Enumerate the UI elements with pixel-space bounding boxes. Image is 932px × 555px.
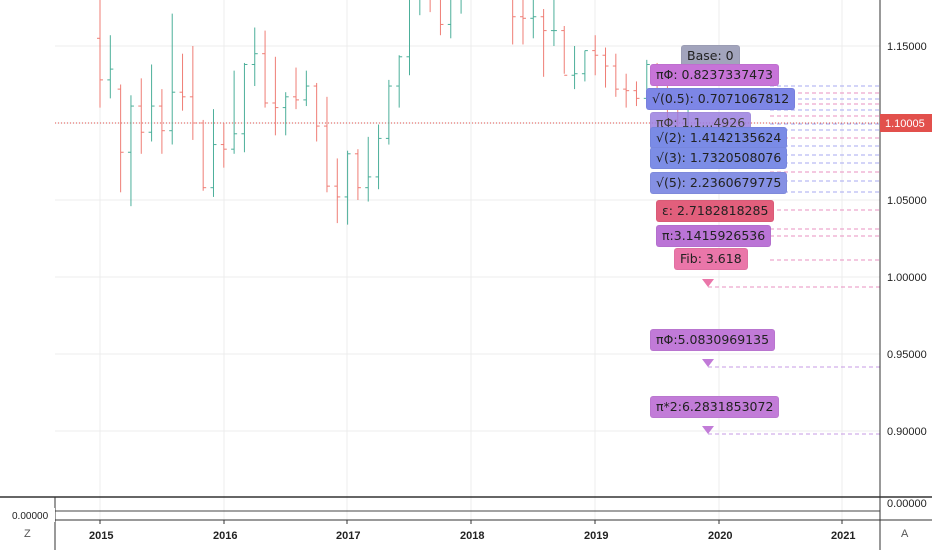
- level-label-sqrt-3[interactable]: √(3): 1.7320508076: [650, 147, 788, 169]
- ohlc-bar: [561, 25, 568, 76]
- indicator-left-label: 0.00000: [12, 511, 49, 522]
- level-label-piphi-1[interactable]: πΦ: 0.8237337473: [650, 64, 780, 86]
- ohlc-bar: [138, 78, 145, 154]
- ohlc-bar: [375, 124, 382, 190]
- ohlc-bar: [439, 0, 444, 36]
- time-axis[interactable]: 2015 2016 2017 2018 2019 2020 2021: [89, 530, 855, 542]
- time-ticks: [99, 520, 843, 524]
- zoom-button[interactable]: Z: [24, 528, 31, 540]
- ohlc-bars: [97, 0, 692, 225]
- ohlc-bar: [592, 35, 599, 76]
- ohlc-bar: [251, 27, 258, 87]
- ohlc-bar: [189, 46, 196, 140]
- current-price-value: 1.10005: [885, 118, 925, 130]
- ohlc-bar: [179, 53, 186, 111]
- ohlc-bar: [354, 149, 361, 200]
- ohlc-bar: [241, 62, 248, 153]
- level-label-piphi-3[interactable]: πΦ:5.0830969135: [650, 329, 776, 351]
- level-label-sqrt-5[interactable]: √(5): 2.2360679775: [650, 172, 788, 194]
- year-label: 2017: [336, 530, 360, 542]
- ohlc-bar: [540, 9, 547, 77]
- ohlc-bar: [272, 56, 279, 136]
- level-label-fib[interactable]: Fib: 3.618: [674, 248, 748, 270]
- ohlc-bar: [107, 35, 114, 99]
- year-label: 2020: [708, 530, 732, 542]
- ohlc-bar: [550, 0, 557, 46]
- level-label-pi[interactable]: π:3.1415926536: [656, 225, 772, 247]
- ohlc-bar: [623, 73, 630, 108]
- year-label: 2015: [89, 530, 113, 542]
- ohlc-bar: [262, 30, 269, 108]
- level-label-base[interactable]: Base: 0: [681, 45, 740, 67]
- ohlc-bar: [581, 50, 588, 82]
- ohlc-bar: [406, 0, 410, 76]
- price-tick: 1.05000: [887, 195, 927, 207]
- ohlc-bar: [385, 79, 392, 145]
- year-label: 2018: [460, 530, 484, 542]
- ohlc-bar: [200, 119, 207, 191]
- ohlc-bar: [148, 64, 155, 142]
- level-lines: [708, 85, 880, 435]
- label-pointers: [702, 279, 714, 434]
- indicator-scale-label: 0.00000: [887, 498, 927, 510]
- year-label: 2021: [831, 530, 855, 542]
- ohlc-bar: [396, 55, 403, 108]
- ohlc-bar: [303, 70, 310, 107]
- price-tick: 0.90000: [887, 426, 927, 438]
- price-tick: 1.15000: [887, 41, 927, 53]
- current-price-tag: 1.10005: [880, 114, 932, 132]
- price-axis[interactable]: 1.15000 1.05000 1.00000 0.95000 0.90000 …: [887, 41, 927, 510]
- ohlc-bar: [220, 123, 227, 168]
- ohlc-bar: [460, 0, 462, 14]
- level-label-2pi[interactable]: π*2:6.2831853072: [650, 396, 780, 418]
- ohlc-bar: [282, 92, 289, 136]
- ohlc-bar: [169, 13, 176, 145]
- level-label-sqrt-half[interactable]: √(0.5): 0.7071067812: [646, 88, 796, 110]
- ohlc-bar: [334, 158, 341, 224]
- ohlc-bar: [512, 0, 516, 45]
- ohlc-bar: [602, 47, 609, 88]
- ohlc-bar: [231, 70, 238, 154]
- ohlc-bar: [344, 150, 351, 225]
- ohlc-bar: [519, 0, 526, 45]
- ohlc-bar: [158, 89, 165, 154]
- ohlc-bar: [127, 95, 134, 207]
- price-tick: 1.00000: [887, 272, 927, 284]
- auto-scale-button[interactable]: A: [901, 528, 909, 540]
- ohlc-bar: [293, 67, 300, 110]
- ohlc-bar: [313, 82, 320, 142]
- ohlc-bar: [117, 84, 124, 193]
- ohlc-bar: [365, 136, 372, 202]
- ohlc-bar: [97, 0, 103, 108]
- level-label-e[interactable]: ε: 2.7182818285: [656, 200, 775, 222]
- year-label: 2019: [584, 530, 608, 542]
- ohlc-bar: [447, 0, 452, 39]
- ohlc-bar: [612, 53, 619, 97]
- ohlc-bar: [323, 96, 330, 193]
- ohlc-bar: [210, 109, 217, 197]
- level-label-sqrt-2[interactable]: √(2): 1.4142135624: [650, 127, 788, 149]
- ohlc-bar: [633, 81, 640, 107]
- price-tick: 0.95000: [887, 349, 927, 361]
- year-label: 2016: [213, 530, 237, 542]
- ohlc-bar: [419, 0, 421, 16]
- ohlc-bar: [530, 0, 537, 39]
- ohlc-bar: [429, 0, 431, 13]
- ohlc-bar: [571, 46, 578, 90]
